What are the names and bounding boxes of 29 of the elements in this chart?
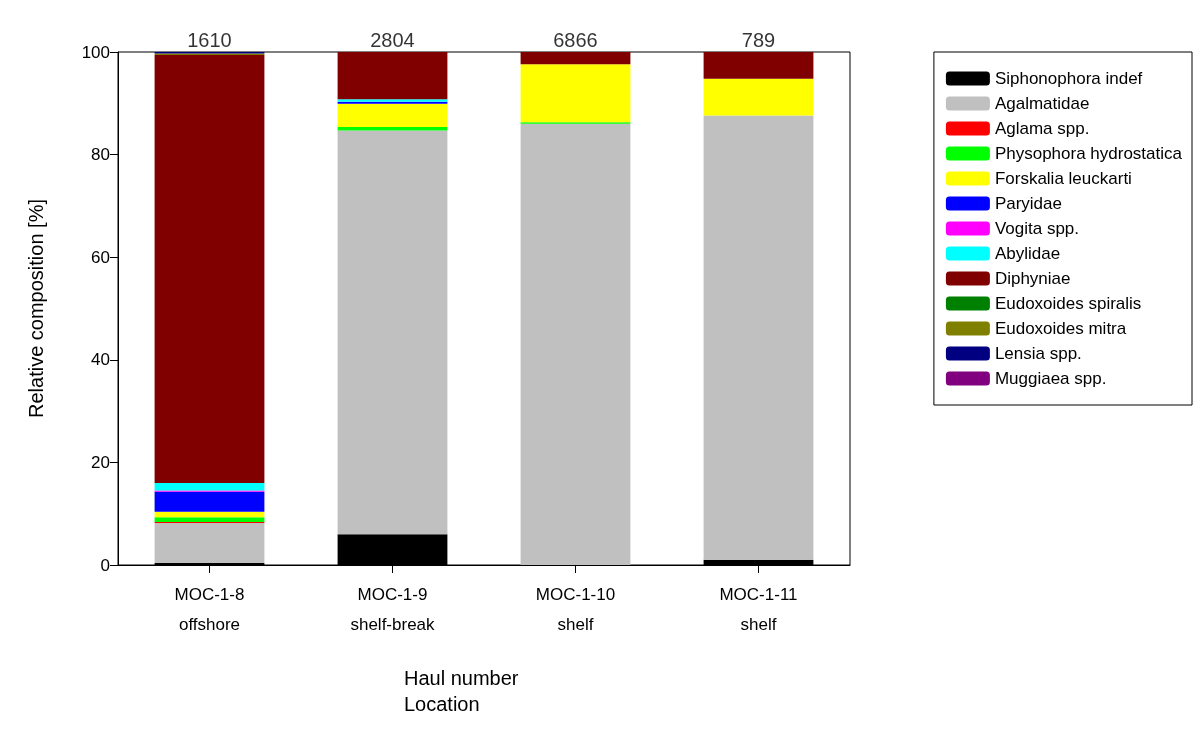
annotation: 6866 <box>553 29 598 51</box>
legend-label: Diphyniae <box>994 269 1071 288</box>
y-tick-label: 80 <box>91 145 110 165</box>
legend-label: Paryidae <box>994 194 1062 213</box>
y-tick-label: 0 <box>100 555 110 575</box>
legend-label: Agalmatidae <box>994 94 1090 113</box>
legend-label: Eudoxoides spiralis <box>994 294 1142 313</box>
annotation: 1610 <box>187 29 232 51</box>
x-tick-label: MOC-1-8 offshore <box>174 584 245 634</box>
x-tick-label: MOC-1-9 shelf-break <box>350 584 436 634</box>
x-tick-label: MOC-1-10 shelf <box>535 584 616 634</box>
y-tick-label: 100 <box>81 42 110 62</box>
legend-label: Vogita spp. <box>994 219 1080 238</box>
legend-label: Physophora hydrostatica <box>994 144 1183 163</box>
y-axis-title: Relative composition [%] <box>25 199 47 418</box>
legend-label: Muggiaea spp. <box>994 369 1107 388</box>
annotation: 789 <box>741 29 776 51</box>
legend-label: Eudoxoides mitra <box>994 319 1127 338</box>
x-tick-label: MOC-1-11 shelf <box>719 584 798 634</box>
x-axis-title: Haul number Location <box>404 667 519 715</box>
y-tick-label: 40 <box>91 350 110 370</box>
y-tick-label: 20 <box>91 452 110 472</box>
y-tick-label: 60 <box>91 247 110 267</box>
legend-label: Lensia spp. <box>994 344 1082 363</box>
legend-label: Aglama spp. <box>994 119 1090 138</box>
legend-label: Forskalia leuckarti <box>994 169 1132 188</box>
legend-label: Abylidae <box>994 244 1061 263</box>
legend-label: Siphonophora indef <box>994 69 1143 88</box>
annotation: 2804 <box>370 29 415 51</box>
